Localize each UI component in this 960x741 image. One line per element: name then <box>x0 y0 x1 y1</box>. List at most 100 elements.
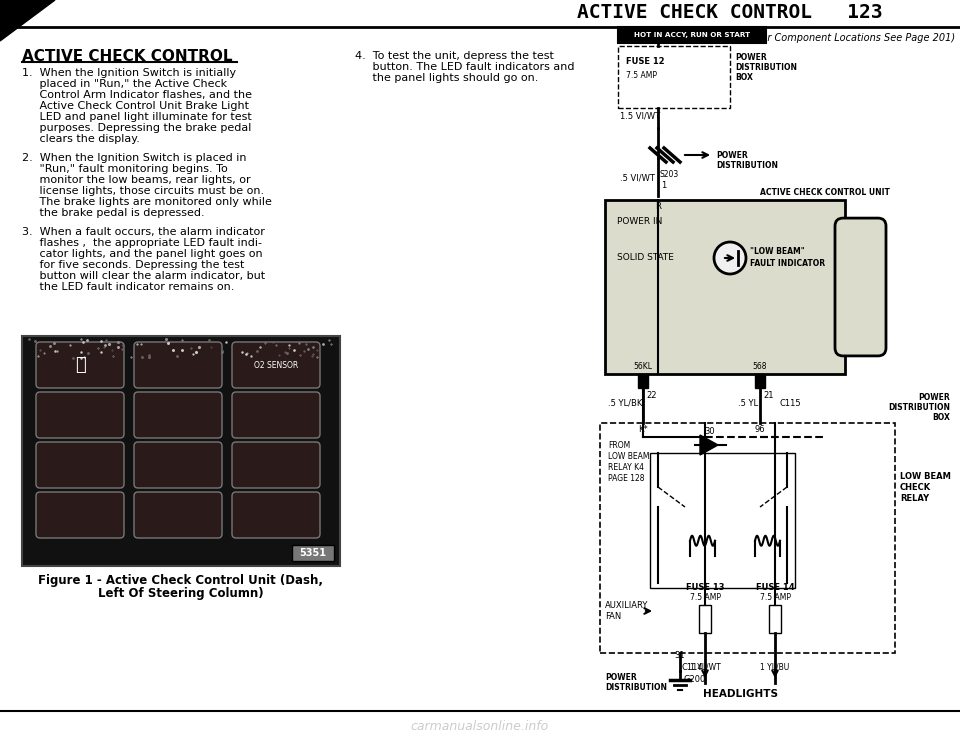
Text: S203: S203 <box>660 170 680 179</box>
Text: POWER: POWER <box>716 150 748 159</box>
Text: button will clear the alarm indicator, but: button will clear the alarm indicator, b… <box>22 271 265 281</box>
Text: O2 SENSOR: O2 SENSOR <box>253 361 299 370</box>
Text: HOT IN ACCY, RUN OR START: HOT IN ACCY, RUN OR START <box>634 32 750 38</box>
Text: (For Component Locations See Page 201): (For Component Locations See Page 201) <box>752 33 955 43</box>
FancyBboxPatch shape <box>36 392 124 438</box>
Text: 1 YL/WT: 1 YL/WT <box>689 663 720 672</box>
Text: 568: 568 <box>753 362 767 371</box>
Text: 96: 96 <box>755 425 765 433</box>
Text: DISTRIBUTION: DISTRIBUTION <box>735 64 797 73</box>
Text: 5351: 5351 <box>300 548 326 558</box>
FancyBboxPatch shape <box>36 442 124 488</box>
Text: .5 VI/WT: .5 VI/WT <box>620 173 655 182</box>
Text: 1.5 VI/WT: 1.5 VI/WT <box>620 111 660 121</box>
Text: 31: 31 <box>675 651 685 660</box>
FancyBboxPatch shape <box>36 492 124 538</box>
FancyBboxPatch shape <box>232 342 320 388</box>
Text: placed in "Run," the Active Check: placed in "Run," the Active Check <box>22 79 228 89</box>
Text: for five seconds. Depressing the test: for five seconds. Depressing the test <box>22 260 245 270</box>
Text: 22: 22 <box>646 391 657 400</box>
Text: DISTRIBUTION: DISTRIBUTION <box>716 161 778 170</box>
Text: DISTRIBUTION: DISTRIBUTION <box>605 683 667 693</box>
Text: R: R <box>655 202 660 211</box>
Text: 7.5 AMP: 7.5 AMP <box>759 593 790 602</box>
Text: cator lights, and the panel light goes on: cator lights, and the panel light goes o… <box>22 249 263 259</box>
Text: FAULT INDICATOR: FAULT INDICATOR <box>750 259 826 268</box>
Bar <box>618 46 730 108</box>
Text: the LED fault indicator remains on.: the LED fault indicator remains on. <box>22 282 234 292</box>
FancyBboxPatch shape <box>835 218 886 356</box>
Text: 2.  When the Ignition Switch is placed in: 2. When the Ignition Switch is placed in <box>22 153 247 163</box>
Bar <box>618 27 766 43</box>
Text: POWER: POWER <box>605 674 636 682</box>
Text: Active Check Control Unit Brake Light: Active Check Control Unit Brake Light <box>22 101 249 111</box>
Text: ACTIVE CHECK CONTROL UNIT: ACTIVE CHECK CONTROL UNIT <box>760 188 890 197</box>
Text: "LOW BEAM": "LOW BEAM" <box>750 247 804 256</box>
Text: 56KL: 56KL <box>634 362 653 371</box>
Bar <box>650 453 795 588</box>
Text: DISTRIBUTION: DISTRIBUTION <box>888 402 950 411</box>
Text: POWER: POWER <box>919 393 950 402</box>
Text: 21: 21 <box>763 391 774 400</box>
Text: LOW BEAM
CHECK
RELAY: LOW BEAM CHECK RELAY <box>900 472 950 503</box>
Text: license lights, those circuits must be on.: license lights, those circuits must be o… <box>22 186 264 196</box>
Polygon shape <box>0 0 55 41</box>
Bar <box>600 423 895 653</box>
Bar <box>292 545 334 561</box>
Text: 30: 30 <box>705 427 715 436</box>
Text: FUSE 12: FUSE 12 <box>626 58 664 67</box>
Text: FUSE 14: FUSE 14 <box>756 582 794 591</box>
Text: Figure 1 - Active Check Control Unit (Dash,: Figure 1 - Active Check Control Unit (Da… <box>38 574 324 587</box>
FancyBboxPatch shape <box>134 342 222 388</box>
Text: 🔔: 🔔 <box>75 356 85 374</box>
Text: POWER IN: POWER IN <box>617 218 662 227</box>
Text: the brake pedal is depressed.: the brake pedal is depressed. <box>22 208 204 218</box>
Text: 1.  When the Ignition Switch is initially: 1. When the Ignition Switch is initially <box>22 68 236 78</box>
Text: HEADLIGHTS: HEADLIGHTS <box>703 689 778 699</box>
Text: LED and panel light illuminate for test: LED and panel light illuminate for test <box>22 112 252 122</box>
Text: 3.  When a fault occurs, the alarm indicator: 3. When a fault occurs, the alarm indica… <box>22 227 265 237</box>
Text: 7.5 AMP: 7.5 AMP <box>626 70 657 79</box>
FancyBboxPatch shape <box>134 442 222 488</box>
Text: C115: C115 <box>780 399 802 408</box>
Text: monitor the low beams, rear lights, or: monitor the low beams, rear lights, or <box>22 175 251 185</box>
Text: flashes ,  the appropriate LED fault indi-: flashes , the appropriate LED fault indi… <box>22 238 262 248</box>
Bar <box>605 200 845 374</box>
Text: G200: G200 <box>683 676 706 685</box>
Text: 4.  To test the unit, depress the test: 4. To test the unit, depress the test <box>355 51 554 61</box>
Text: BOX: BOX <box>932 413 950 422</box>
Text: POWER: POWER <box>735 53 767 62</box>
Text: AUXILIARY
FAN: AUXILIARY FAN <box>605 601 648 621</box>
Text: SOLID STATE: SOLID STATE <box>617 253 674 262</box>
Text: BOX: BOX <box>735 73 753 82</box>
Text: FROM
LOW BEAM
RELAY K4
PAGE 128: FROM LOW BEAM RELAY K4 PAGE 128 <box>608 441 650 483</box>
Text: button. The LED fault indicators and: button. The LED fault indicators and <box>355 62 574 72</box>
FancyBboxPatch shape <box>134 392 222 438</box>
Text: FUSE 13: FUSE 13 <box>685 582 724 591</box>
Text: K*: K* <box>638 425 648 433</box>
Text: 1 YL/BU: 1 YL/BU <box>760 663 790 672</box>
Text: ACTIVE CHECK CONTROL: ACTIVE CHECK CONTROL <box>22 49 232 64</box>
Text: the panel lights should go on.: the panel lights should go on. <box>355 73 539 83</box>
Text: clears the display.: clears the display. <box>22 134 140 144</box>
FancyBboxPatch shape <box>134 492 222 538</box>
Bar <box>769 605 781 633</box>
Bar <box>638 374 648 388</box>
Text: 1: 1 <box>661 182 666 190</box>
Text: The brake lights are monitored only while: The brake lights are monitored only whil… <box>22 197 272 207</box>
Polygon shape <box>700 435 718 455</box>
Bar <box>22 336 340 566</box>
Circle shape <box>714 242 746 274</box>
Text: carmanualsonline.info: carmanualsonline.info <box>411 720 549 733</box>
Text: 7.5 AMP: 7.5 AMP <box>689 593 721 602</box>
FancyBboxPatch shape <box>232 392 320 438</box>
Bar <box>755 374 765 388</box>
Text: C114: C114 <box>682 663 704 673</box>
FancyBboxPatch shape <box>232 492 320 538</box>
Text: "Run," fault monitoring begins. To: "Run," fault monitoring begins. To <box>22 164 228 174</box>
Text: .5 YL/BK: .5 YL/BK <box>608 399 642 408</box>
Text: purposes. Depressing the brake pedal: purposes. Depressing the brake pedal <box>22 123 252 133</box>
FancyBboxPatch shape <box>36 342 124 388</box>
Text: ACTIVE CHECK CONTROL   123: ACTIVE CHECK CONTROL 123 <box>577 4 883 22</box>
FancyBboxPatch shape <box>232 442 320 488</box>
